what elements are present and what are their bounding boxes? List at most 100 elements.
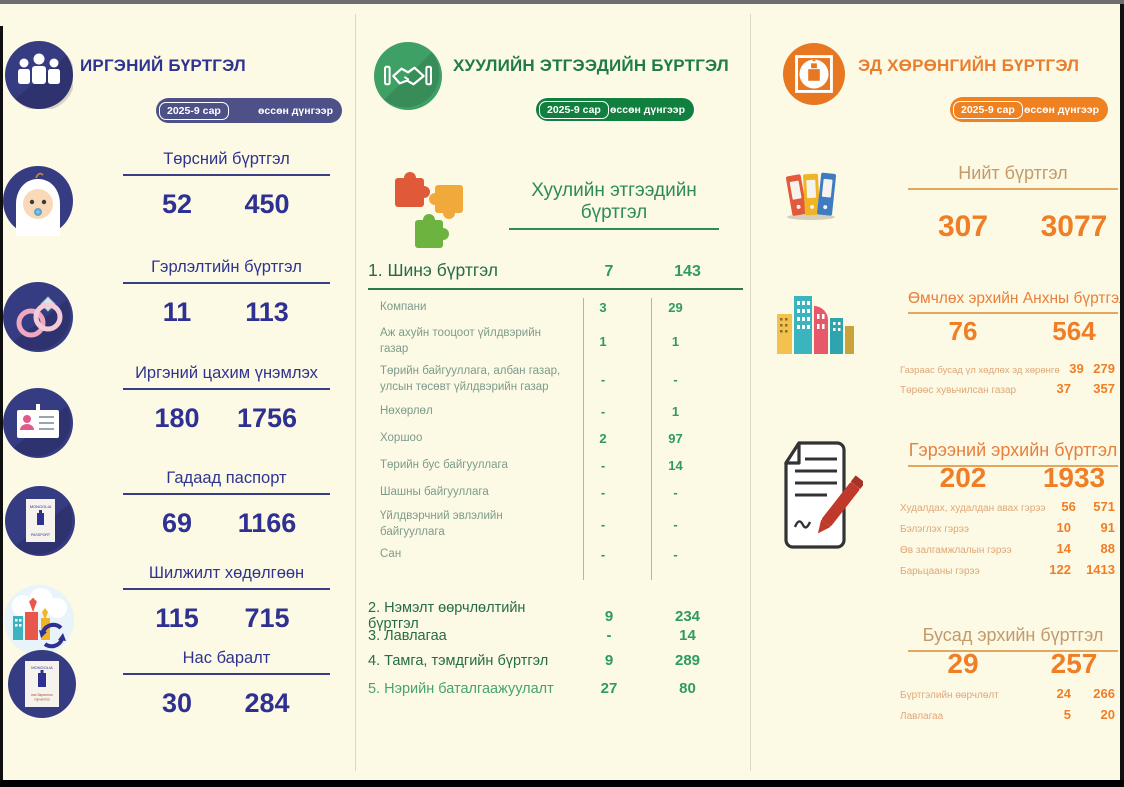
death-certificate-icon: MONGOLIA нас баралтын гэрчилгээ [8, 650, 76, 723]
legal-table-row: Үйлдвэрчний эвлэлийн байгууллага - - [380, 509, 735, 540]
section-month-value: 202 [939, 462, 987, 493]
row-total-value: 1 [671, 404, 680, 420]
civil-badge: 2025-9 сар өссөн дүнгээр [156, 98, 342, 123]
wedding-rings-icon [3, 282, 73, 357]
row-total-value: 14 [668, 458, 683, 474]
row-label: Хоршоо [380, 432, 423, 444]
row-month-value: 52 [161, 189, 193, 219]
row-month-value: 180 [154, 403, 200, 433]
subrow-label: Лавлагаа [900, 711, 944, 722]
row-label: Нөхөрлөл [380, 405, 433, 417]
subrow-month-value: 37 [1056, 381, 1071, 396]
row-label: Компани [380, 301, 427, 313]
row-month-value: - [600, 547, 606, 563]
summary-total-value: 234 [674, 607, 701, 625]
baby-icon [3, 166, 73, 241]
subrow-label: Бүртгэлийн өөрчлөлт [900, 690, 999, 701]
row-month-value: - [600, 404, 606, 420]
summary-total-value: 289 [674, 652, 701, 669]
legal-table-row: Шашны байгууллага - - [380, 485, 735, 501]
summary-total-value: 80 [679, 680, 696, 697]
frame-left [0, 26, 3, 787]
death-country-text: MONGOLIA [31, 665, 53, 670]
row-label: Төрсний бүртгэл [123, 150, 330, 176]
row-label: Төрийн байгууллага, албан газар, улсын т… [380, 365, 561, 393]
handshake-icon [374, 42, 442, 115]
summary-label: 2. Нэмэлт өөрчлөлтийн бүртгэл [368, 600, 526, 632]
subrow-label: Газраас бусад үл хөдлөх эд хөрөнгө [900, 365, 1060, 376]
table-divider-1 [583, 298, 584, 580]
legal-table-row: Сан - - [380, 547, 735, 563]
subrow-total-value: 88 [1100, 541, 1115, 556]
new-reg-label: 1. Шинэ бүртгэл [368, 260, 499, 280]
death-label-text-2: гэрчилгээ [34, 698, 49, 702]
row-total-value: 29 [668, 300, 683, 316]
passport-icon: MONGOLIA PASSPORT [5, 486, 75, 561]
section-total-value: 257 [1050, 648, 1098, 679]
column-divider-1 [355, 14, 356, 771]
row-total-value: - [673, 372, 678, 388]
row-label: Сан [380, 548, 402, 560]
summary-label: 4. Тамга, тэмдгийн бүртгэл [368, 652, 549, 669]
property-subrow: Газраас бусад үл хөдлөх эд хөрөнгө 39 27… [900, 361, 1115, 376]
subrow-month-value: 56 [1061, 499, 1076, 514]
frame-bottom [0, 780, 1124, 787]
legal-badge: 2025-9 сар өссөн дүнгээр [535, 97, 695, 122]
column-divider-2 [750, 14, 751, 771]
legal-table-row: Төрийн байгууллага, албан газар, улсын т… [380, 364, 735, 395]
legal-summary-row: 2. Нэмэлт өөрчлөлтийн бүртгэл 9 234 [368, 600, 743, 632]
property-subrow: Өв залгамжлалын гэрээ 14 88 [900, 541, 1115, 556]
property-section-numbers: 29 257 [908, 648, 1122, 682]
death-label-text-1: нас баралтын [31, 693, 53, 697]
row-total-value: 1756 [236, 403, 298, 433]
legal-badge-note: өссөн дүнгээр [610, 103, 685, 116]
subrow-total-value: 357 [1093, 381, 1115, 396]
property-title: ЭД ХӨРӨНГИЙН БҮРТГЭЛ [858, 56, 1080, 75]
summary-month-value: - [606, 627, 612, 644]
subrow-label: Худалдах, худалдан авах гэрээ [900, 503, 1046, 514]
row-total-value: - [673, 517, 678, 533]
summary-label: 3. Лавлагаа [368, 627, 447, 644]
migration-icon [3, 584, 75, 661]
row-total-value: 450 [244, 189, 290, 219]
row-total-value: 1166 [237, 508, 297, 538]
property-logo-icon [783, 43, 845, 110]
property-badge-period: 2025-9 сар [953, 100, 1023, 119]
property-section-numbers: 202 1933 [908, 462, 1122, 496]
civil-row-passport: Гадаад паспорт 69 1166 [123, 469, 330, 539]
legal-new-reg-header: 1. Шинэ бүртгэл 7 143 [368, 260, 743, 290]
subrow-total-value: 20 [1100, 707, 1115, 722]
subrow-total-value: 91 [1100, 520, 1115, 535]
property-section-numbers: 76 564 [908, 316, 1122, 350]
summary-month-value: 9 [604, 607, 614, 625]
property-badge: 2025-9 сар өссөн дүнгээр [950, 97, 1108, 122]
legal-table-row: Аж ахуйн тооцоот үйлдвэрийн газар 1 1 [380, 326, 735, 357]
civil-row-migration: Шилжилт хөдөлгөөн 115 715 [123, 564, 330, 634]
subrow-month-value: 14 [1056, 541, 1071, 556]
table-divider-2 [651, 298, 652, 580]
binders-icon [783, 165, 841, 226]
new-reg-month: 7 [604, 263, 614, 280]
civil-row-death: Нас баралт 30 284 [123, 649, 330, 719]
row-month-value: - [600, 517, 606, 533]
row-total-value: - [673, 485, 678, 501]
property-section-title: Нийт бүртгэл [908, 163, 1118, 190]
subrow-month-value: 10 [1056, 520, 1071, 535]
property-subrow: Барьцааны гэрээ 122 1413 [900, 562, 1115, 577]
legal-summary-row: 3. Лавлагаа - 14 [368, 627, 743, 644]
property-subrow: Лавлагаа 5 20 [900, 707, 1115, 722]
civil-badge-period: 2025-9 сар [159, 101, 229, 120]
contract-icon [775, 437, 866, 564]
row-label: Иргэний цахим үнэмлэх [123, 364, 330, 390]
row-month-value: 3 [599, 300, 607, 316]
property-subrow: Худалдах, худалдан авах гэрээ 56 571 [900, 499, 1115, 514]
section-total-value: 1933 [1042, 462, 1106, 493]
property-badge-note: өссөн дүнгээр [1024, 103, 1099, 116]
row-month-value: 11 [162, 297, 192, 327]
subrow-total-value: 571 [1093, 499, 1115, 514]
row-month-value: - [600, 372, 606, 388]
subrow-month-value: 122 [1049, 562, 1071, 577]
property-section-title: Бусад эрхийн бүртгэл [908, 625, 1118, 652]
section-month-value: 307 [937, 210, 989, 243]
row-total-value: - [673, 547, 678, 563]
